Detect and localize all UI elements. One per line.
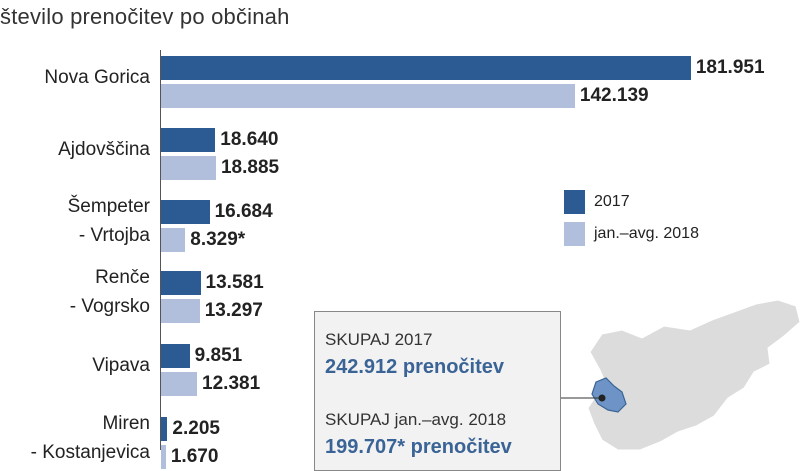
category-label: - Vrtojba [78, 225, 150, 246]
summary-label-2018: SKUPAJ jan.–avg. 2018 [325, 410, 507, 429]
data-label: 13.297 [204, 300, 263, 321]
bar-2018 [161, 84, 575, 108]
data-label: 142.139 [579, 85, 649, 106]
summary-value-2017: 242.912 prenočitev [325, 356, 504, 378]
category-label: Ajdovščina [58, 139, 150, 160]
data-label: 12.381 [202, 373, 261, 394]
bar-2018 [161, 299, 200, 323]
data-label: 181.951 [695, 57, 765, 78]
y-axis-line [160, 50, 161, 450]
data-label: 18.885 [220, 157, 280, 178]
data-label: 18.640 [220, 129, 279, 150]
map-pointer-dot [598, 394, 606, 402]
bar-2018 [161, 228, 186, 252]
category-label: - Vogrsko [69, 296, 150, 317]
data-label: 8.329* [190, 229, 246, 250]
data-label: 9.851 [194, 345, 243, 366]
bar-2017 [161, 344, 190, 368]
bar-2017 [161, 271, 201, 295]
slovenia-map-shape [587, 299, 800, 450]
bar-2017 [161, 128, 216, 152]
category-label: Renče [95, 267, 150, 288]
bar-2018 [161, 372, 198, 396]
chart-title: število prenočitev po občinah [0, 4, 290, 29]
category-label: Miren [102, 413, 150, 434]
legend-swatch-2017 [564, 190, 585, 214]
bar-2017 [161, 56, 691, 80]
data-label: 2.205 [172, 418, 220, 439]
legend-swatch-2018 [564, 222, 585, 246]
data-label: 16.684 [214, 201, 273, 222]
legend-label-2018: jan.–avg. 2018 [594, 225, 699, 242]
bar-2017 [161, 417, 168, 441]
category-label: Vipava [92, 355, 150, 376]
goriska-region-highlight [591, 377, 627, 413]
legend-label-2017: 2017 [594, 193, 630, 210]
summary-box: SKUPAJ 2017 242.912 prenočitev SKUPAJ ja… [314, 311, 561, 471]
category-label: Nova Gorica [44, 67, 150, 88]
category-label: Šempeter [67, 196, 150, 217]
bar-2017 [161, 200, 210, 224]
bar-2018 [161, 156, 216, 180]
summary-label-2017: SKUPAJ 2017 [325, 330, 433, 349]
map-graphic [561, 299, 800, 450]
data-label: 13.581 [205, 272, 264, 293]
